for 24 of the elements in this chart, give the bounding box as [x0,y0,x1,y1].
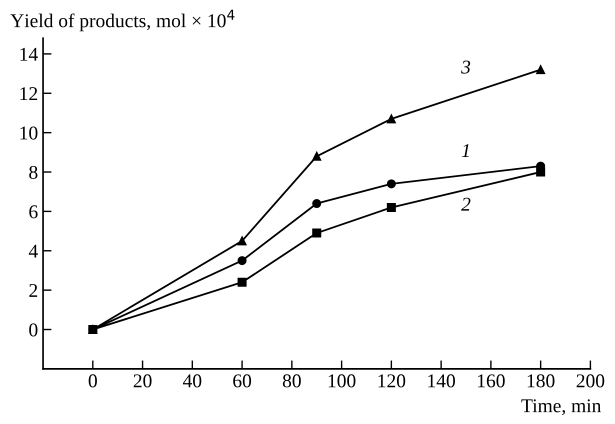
x-tick-label: 20 [134,374,152,388]
x-tick-label: 180 [528,374,554,388]
x-tick-label: 120 [378,374,406,388]
y-tick-label: 8 [29,166,38,179]
x-tick-label: 100 [328,374,356,388]
y-tick-label: 12 [20,87,38,100]
x-tick-label: 0 [88,374,97,388]
x-tick-label: 80 [282,374,301,388]
y-tick-label: 0 [29,323,38,336]
y-tick-label: 4 [28,244,38,258]
x-tick-label: 60 [233,374,252,388]
series-label: 2 [461,198,470,211]
y-tick-label: 6 [29,205,38,218]
x-tick-label: 160 [478,374,505,388]
x-axis-title: Time, min [521,399,602,416]
x-tick-label: 140 [428,374,455,388]
y-axis-title: Yield of products, mol × 10$^{4}$ [10,10,234,32]
series-label: 3 [461,60,470,74]
y-tick-label: 2 [29,284,38,297]
y-tick-label: 14 [20,48,38,61]
series-label: 1 [462,144,469,157]
x-tick-label: 200 [576,374,604,388]
x-tick-label: 40 [182,374,202,388]
y-tick-label: 10 [20,126,38,140]
